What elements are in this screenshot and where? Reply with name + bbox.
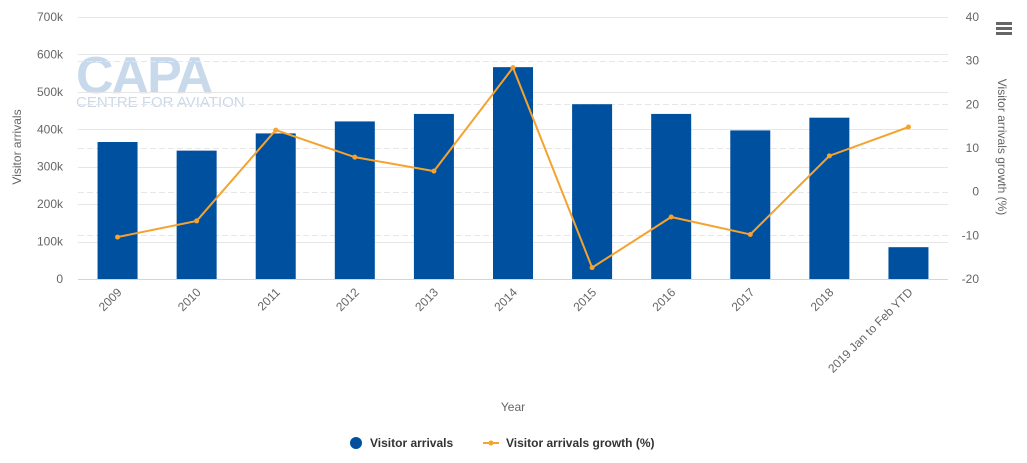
- legend-line-dot: [488, 440, 494, 446]
- line-point[interactable]: [826, 153, 832, 159]
- bar[interactable]: [730, 130, 771, 279]
- bar[interactable]: [97, 142, 138, 279]
- y-tick-label: 100k: [37, 235, 64, 249]
- x-axis-title: Year: [501, 400, 525, 414]
- x-tick-label: 2016: [650, 285, 679, 314]
- bar[interactable]: [651, 113, 692, 279]
- legend[interactable]: Visitor arrivals Visitor arrivals growth…: [350, 436, 654, 450]
- y2-tick-label: -20: [962, 272, 980, 286]
- y-tick-label: 300k: [37, 160, 64, 174]
- bar[interactable]: [176, 150, 217, 279]
- x-tick-label: 2015: [570, 285, 599, 314]
- left-axis-ticks: 0 100k 200k 300k 400k 500k 600k 700k: [37, 10, 64, 286]
- legend-line-label[interactable]: Visitor arrivals growth (%): [506, 436, 654, 450]
- legend-bar-marker: [350, 437, 362, 449]
- y2-tick-label: 0: [972, 185, 979, 199]
- y-tick-label: 200k: [37, 197, 64, 211]
- y-tick-label: 700k: [37, 10, 64, 24]
- line-point[interactable]: [668, 214, 674, 220]
- bar[interactable]: [255, 133, 296, 279]
- x-tick-label: 2017: [729, 285, 758, 314]
- y2-axis-title: Visitor arrivals growth (%): [995, 79, 1009, 215]
- y-tick-label: 0: [56, 272, 63, 286]
- y2-tick-label: 20: [966, 97, 980, 111]
- x-tick-label: 2012: [333, 285, 362, 314]
- y2-tick-label: 10: [966, 141, 980, 155]
- bar[interactable]: [888, 247, 929, 279]
- y2-tick-label: -10: [962, 228, 980, 242]
- bar-series: [97, 67, 929, 279]
- line-point[interactable]: [905, 124, 911, 130]
- line-point[interactable]: [431, 168, 437, 174]
- x-axis-ticks: 2009 2010 2011 2012 2013 2014 2015 2016 2017 2018…: [96, 285, 916, 376]
- capa-watermark-logo: CAPA CENTRE FOR AVIATION: [76, 47, 245, 111]
- y-tick-label: 600k: [37, 47, 64, 61]
- x-tick-label: 2011: [255, 285, 283, 313]
- hamburger-menu-icon[interactable]: [996, 22, 1012, 35]
- svg-text:CENTRE FOR AVIATION: CENTRE FOR AVIATION: [76, 94, 245, 111]
- line-point[interactable]: [589, 265, 595, 271]
- y-tick-label: 400k: [37, 122, 64, 136]
- bar[interactable]: [809, 117, 850, 279]
- x-tick-label: 2019 Jan to Feb YTD: [825, 285, 916, 376]
- y-tick-label: 500k: [37, 85, 64, 99]
- line-point[interactable]: [115, 234, 121, 240]
- y2-tick-label: 40: [966, 10, 980, 24]
- x-tick-label: 2013: [412, 285, 441, 314]
- x-tick-label: 2009: [96, 285, 125, 314]
- bar[interactable]: [334, 121, 375, 279]
- bar[interactable]: [493, 67, 533, 279]
- x-tick-label: 2010: [175, 285, 204, 314]
- bar[interactable]: [413, 113, 454, 279]
- x-tick-label: 2014: [491, 285, 520, 314]
- line-point[interactable]: [747, 231, 753, 237]
- legend-bar-label[interactable]: Visitor arrivals: [370, 436, 453, 450]
- line-point[interactable]: [273, 127, 279, 133]
- x-tick-label: 2018: [808, 285, 837, 314]
- svg-text:CAPA: CAPA: [76, 47, 213, 105]
- right-axis-ticks: -20 -10 0 10 20 30 40: [962, 10, 980, 286]
- line-point[interactable]: [510, 65, 516, 71]
- y-axis-title: Visitor arrivals: [10, 109, 24, 184]
- line-series: [115, 65, 911, 271]
- line-point[interactable]: [194, 218, 200, 224]
- line-point[interactable]: [352, 154, 358, 160]
- bar[interactable]: [572, 104, 613, 279]
- y2-tick-label: 30: [966, 54, 980, 68]
